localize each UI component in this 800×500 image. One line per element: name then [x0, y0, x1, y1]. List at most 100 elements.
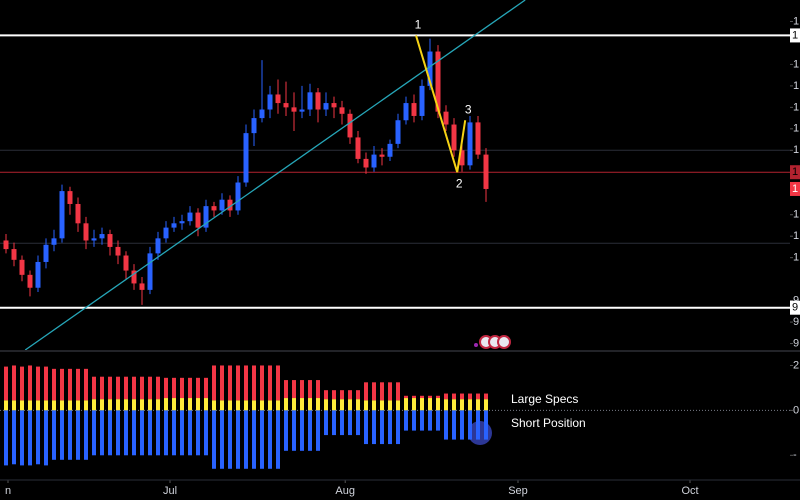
y-tick-label: 1: [793, 230, 799, 242]
x-tick-label: n: [5, 485, 11, 497]
hist-bar: [324, 390, 328, 400]
hist-bar: [188, 377, 192, 399]
hist-bar: [20, 410, 24, 466]
y2-tick-label: 2: [793, 359, 799, 371]
candle-body: [299, 109, 305, 112]
hist-bar: [276, 365, 280, 401]
hist-bar: [108, 399, 112, 411]
candle-body: [139, 283, 145, 290]
hist-bar: [36, 410, 40, 465]
hist-bar: [484, 399, 488, 411]
hist-bar: [84, 410, 88, 460]
candle-body: [11, 249, 17, 260]
hist-bar: [116, 410, 120, 456]
wave-label: 1: [415, 18, 422, 32]
candle-body: [179, 221, 185, 224]
hist-bar: [396, 400, 400, 411]
hist-bar: [260, 410, 264, 469]
hist-bar: [52, 400, 56, 411]
candle-body: [59, 191, 65, 239]
candle-body: [387, 143, 393, 157]
hist-bar: [228, 400, 232, 411]
hist-bar: [44, 410, 48, 466]
candle-body: [243, 133, 249, 183]
hist-bar: [444, 410, 448, 440]
hist-bar: [252, 365, 256, 401]
hist-bar: [220, 410, 224, 469]
candle-body: [43, 244, 49, 262]
candle-body: [203, 206, 209, 228]
last-price-tag: [790, 181, 800, 196]
price-pane: [0, 0, 790, 350]
hist-bar: [420, 410, 424, 431]
y-tick-label: 1: [793, 58, 799, 70]
zigzag: [415, 35, 467, 173]
hist-bar: [420, 395, 424, 399]
hist-bar: [68, 410, 72, 460]
hist-bar: [228, 410, 232, 469]
hist-bar: [92, 376, 96, 400]
hist-bar: [36, 400, 40, 411]
hist-bar: [260, 365, 264, 401]
candle-body: [155, 238, 161, 254]
hist-bar: [460, 393, 464, 400]
hist-bar: [340, 399, 344, 411]
hist-bar: [468, 410, 472, 440]
candle-body: [291, 107, 297, 112]
hist-bar: [300, 410, 304, 451]
hist-bar: [204, 398, 208, 411]
hist-bar: [468, 393, 472, 400]
hist-bar: [188, 410, 192, 456]
candle-body: [123, 255, 129, 271]
hist-bar: [164, 410, 168, 456]
x-tick-label: Oct: [681, 485, 698, 497]
hist-bar: [28, 400, 32, 411]
candle-body: [475, 122, 481, 155]
candle-body: [371, 154, 377, 168]
hist-bar: [324, 410, 328, 436]
hist-bar: [228, 365, 232, 401]
x-tick-label: Sep: [508, 485, 528, 497]
candle-body: [3, 240, 9, 250]
hist-bar: [412, 395, 416, 399]
hist-bar: [204, 377, 208, 399]
hist-bar: [276, 400, 280, 411]
hist-bar: [340, 410, 344, 436]
price-tag-label: 1: [792, 29, 798, 41]
hist-bar: [452, 410, 456, 440]
candle-body: [467, 122, 473, 166]
hist-bar: [140, 410, 144, 456]
hist-bar: [388, 410, 392, 445]
hist-bar: [36, 366, 40, 401]
candle-body: [331, 103, 337, 108]
hist-bar: [100, 410, 104, 456]
y2-tick-label: 0: [793, 404, 799, 416]
hist-bar: [308, 410, 312, 451]
hist-bar: [372, 400, 376, 411]
histogram-pane: [0, 365, 790, 469]
y-tick-label: 1: [793, 144, 799, 156]
hist-bar: [484, 393, 488, 400]
hist-bar: [140, 376, 144, 400]
candle-body: [315, 92, 321, 110]
event-icon[interactable]: [497, 335, 511, 349]
hist-bar: [332, 399, 336, 411]
candle-body: [83, 223, 89, 241]
hist-bar: [356, 410, 360, 436]
hist-bar: [276, 410, 280, 469]
hist-bar: [84, 400, 88, 411]
candle-body: [275, 94, 281, 104]
hist-bar: [348, 399, 352, 411]
hist-bar: [340, 390, 344, 400]
hist-bar: [100, 376, 104, 400]
hist-bar: [92, 410, 96, 456]
hist-bar: [252, 410, 256, 469]
candle-body: [323, 103, 329, 110]
hist-bar: [404, 398, 408, 411]
hist-bar: [308, 398, 312, 411]
hist-bar: [236, 400, 240, 411]
hist-bar: [20, 400, 24, 411]
candle-body: [27, 274, 33, 288]
hist-bar: [412, 410, 416, 431]
